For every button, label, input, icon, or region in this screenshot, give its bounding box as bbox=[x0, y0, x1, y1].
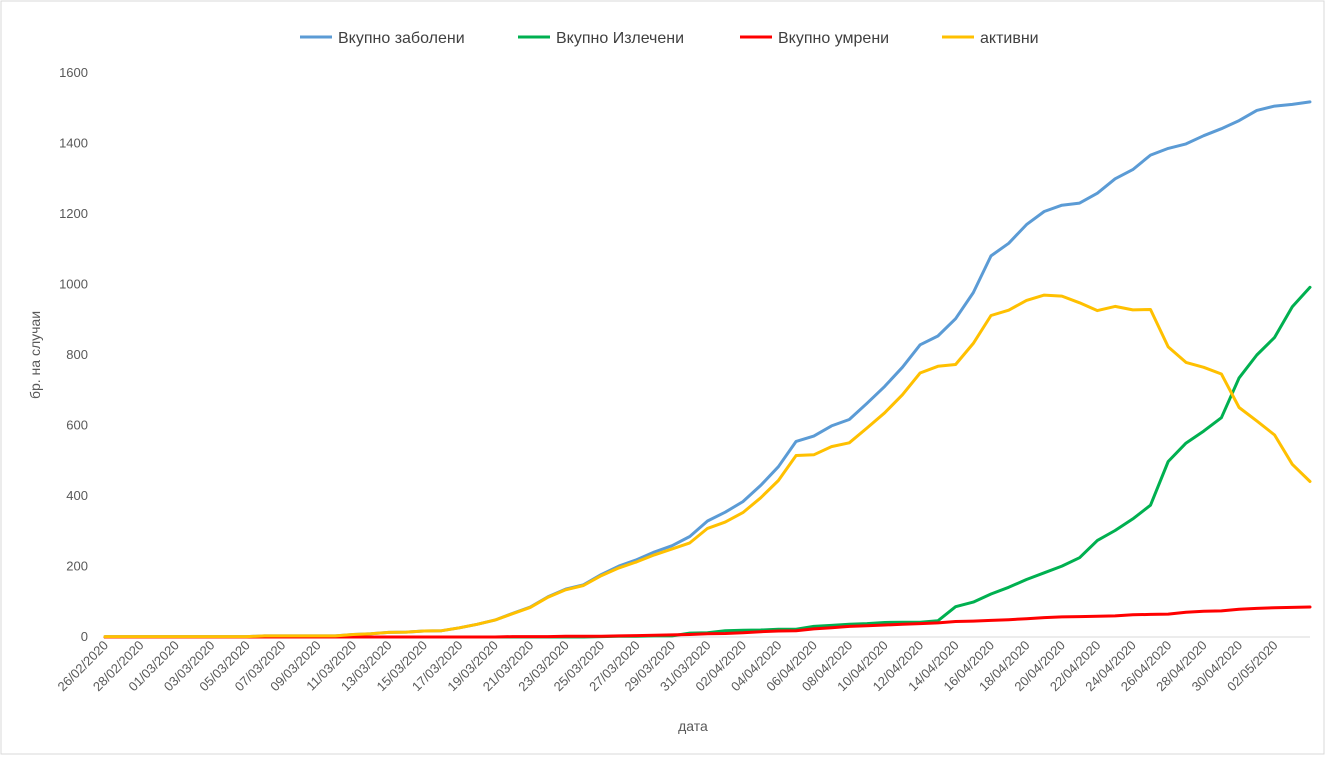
legend-label: активни bbox=[980, 30, 1039, 47]
series-line-активни bbox=[103, 293, 1312, 639]
y-tick-label: 600 bbox=[66, 418, 88, 433]
legend: Вкупно заболени Вкупно Излечени Вкупно умр… bbox=[300, 30, 1039, 47]
y-tick-label: 1000 bbox=[59, 277, 88, 292]
y-tick-label: 1400 bbox=[59, 136, 88, 151]
y-tick-label: 1200 bbox=[59, 206, 88, 221]
y-axis: 0 200 400 600 800 1000 1200 1400 1600 bbox=[59, 65, 88, 644]
legend-label: Вкупно заболени bbox=[338, 30, 465, 47]
y-tick-label: 800 bbox=[66, 347, 88, 362]
y-axis-title: бр. на случаи bbox=[27, 311, 43, 399]
y-tick-label: 400 bbox=[66, 488, 88, 503]
x-axis-title: дата bbox=[678, 718, 708, 734]
y-tick-label: 1600 bbox=[59, 65, 88, 80]
legend-label: Вкупно Излечени bbox=[556, 30, 684, 47]
series-group bbox=[103, 100, 1312, 639]
legend-label: Вкупно умрени bbox=[778, 30, 889, 47]
y-tick-label: 200 bbox=[66, 559, 88, 574]
y-tick-label: 0 bbox=[81, 629, 88, 644]
